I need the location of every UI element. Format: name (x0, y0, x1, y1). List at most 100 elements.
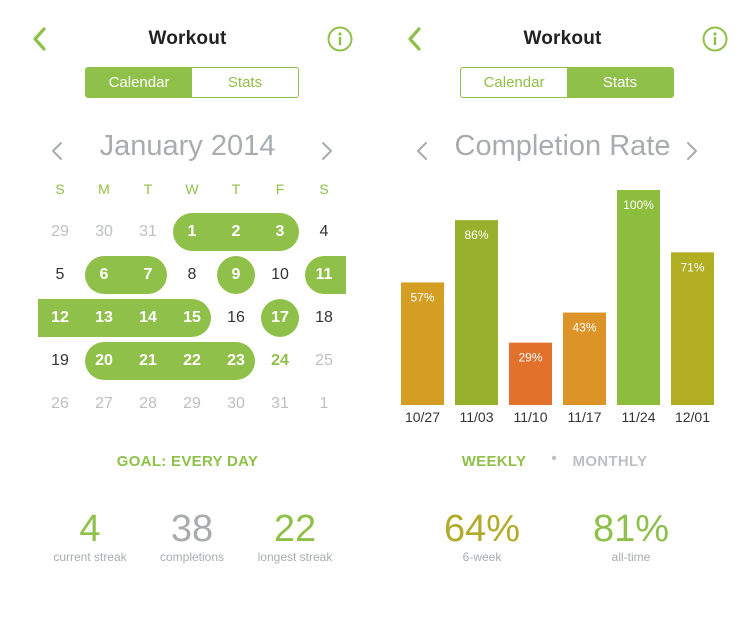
calendar-day[interactable]: 29 (183, 395, 201, 412)
bar-value-label: 43% (572, 321, 596, 335)
next-month-icon[interactable] (318, 138, 336, 164)
calendar-day[interactable]: 14 (139, 309, 157, 326)
calendar-day[interactable]: 17 (271, 309, 289, 326)
calendar-day[interactable]: 27 (95, 395, 113, 412)
calendar-day[interactable]: 28 (139, 395, 157, 412)
tab-calendar[interactable]: Calendar (483, 74, 545, 91)
calendar-day[interactable]: 13 (95, 309, 113, 326)
calendar-screen: Workout Calendar Stats January 2014 S M T W… (0, 26, 375, 564)
calendar-day[interactable]: 30 (227, 395, 245, 412)
calendar-day[interactable]: 10 (271, 266, 289, 283)
page-title: Workout (148, 28, 227, 49)
calendar-day[interactable]: 3 (275, 223, 285, 240)
bar[interactable] (401, 282, 444, 405)
completion-streak-pill (38, 299, 211, 337)
bar[interactable] (509, 342, 552, 405)
calendar-day[interactable]: 31 (139, 223, 157, 240)
calendar-day[interactable]: 9 (231, 266, 241, 283)
tab-stats[interactable]: Stats (227, 74, 263, 91)
stat-caption: completions (159, 550, 225, 564)
bar[interactable] (671, 252, 714, 405)
completion-streak-pill (85, 256, 167, 294)
bar-value-label: 57% (410, 290, 434, 304)
x-tick-label: 11/03 (460, 409, 494, 425)
previous-month-icon[interactable] (48, 138, 66, 164)
stat-caption: 6-week (462, 550, 502, 564)
calendar-day[interactable]: 18 (315, 309, 333, 326)
next-period-icon[interactable] (683, 138, 701, 164)
calendar-day[interactable]: 11 (315, 266, 333, 283)
info-icon[interactable] (327, 26, 353, 52)
stats-screen: Workout Calendar Stats Completion Rate 5… (375, 0, 750, 622)
calendar-day[interactable]: 2 (231, 223, 241, 240)
chart-title: Completion Rate (454, 130, 671, 162)
info-icon[interactable] (702, 26, 728, 52)
back-chevron-icon[interactable] (28, 26, 52, 52)
calendar-day[interactable]: 15 (183, 309, 201, 326)
page-title: Workout (523, 28, 602, 49)
calendar-day[interactable]: 19 (51, 352, 69, 369)
weekly-toggle[interactable]: WEEKLY (461, 453, 527, 470)
bar-value-label: 71% (680, 260, 704, 274)
calendar-day[interactable]: 7 (143, 266, 153, 283)
x-tick-label: 11/24 (622, 409, 656, 425)
calendar-day[interactable]: 12 (51, 309, 69, 326)
stat-caption: current streak (53, 550, 127, 564)
calendar-day[interactable]: 22 (183, 352, 201, 369)
bar[interactable] (455, 220, 498, 405)
bar-value-label: 29% (518, 351, 542, 365)
completion-streak-pill (85, 342, 255, 380)
bar[interactable] (563, 312, 606, 405)
calendar-day[interactable]: 5 (55, 266, 65, 283)
month-header: January 2014 (0, 130, 375, 170)
completion-streak-pill (217, 256, 255, 294)
x-tick-label: 11/10 (514, 409, 548, 425)
calendar-day[interactable]: 23 (227, 352, 245, 369)
bar[interactable] (617, 190, 660, 405)
stat-caption: all-time (611, 550, 651, 564)
back-chevron-icon[interactable] (403, 26, 427, 52)
calendar-day[interactable]: 1 (319, 395, 329, 412)
calendar-day[interactable]: 29 (51, 223, 69, 240)
weekday-label: M (98, 181, 110, 197)
stat-value: 81% (592, 508, 670, 550)
calendar-day[interactable]: 4 (319, 223, 329, 240)
previous-period-icon[interactable] (413, 138, 431, 164)
x-tick-label: 11/17 (568, 409, 602, 425)
calendar-day[interactable]: 16 (227, 309, 245, 326)
calendar-day[interactable]: 31 (271, 395, 289, 412)
weekday-label: T (143, 181, 153, 197)
stat-value: 4 (79, 508, 101, 550)
stat-value: 38 (170, 508, 214, 550)
view-segmented-control: Calendar Stats (85, 67, 299, 98)
month-title: January 2014 (99, 130, 276, 162)
calendar-day[interactable]: 20 (95, 352, 113, 369)
weekday-label: F (275, 181, 285, 197)
stat-value: 22 (273, 508, 317, 550)
stat-value: 64% (443, 508, 521, 550)
bar-value-label: 86% (464, 228, 488, 242)
calendar-day[interactable]: 26 (51, 395, 69, 412)
monthly-toggle[interactable]: MONTHLY (572, 453, 648, 470)
calendar-day[interactable]: 1 (187, 223, 197, 240)
calendar-day[interactable]: 6 (99, 266, 109, 283)
tab-stats[interactable]: Stats (567, 68, 673, 97)
chart-header: Completion Rate (375, 130, 750, 170)
calendar-day[interactable]: 24 (271, 352, 289, 369)
completion-rate-chart: 57% 10/27 86% 11/03 29% 11/10 43% 11/17 100% 11/2… (401, 190, 714, 425)
calendar-day[interactable]: 8 (187, 266, 197, 283)
goal-label: GOAL: EVERY DAY (116, 453, 259, 470)
weekday-label: S (319, 181, 329, 197)
stat-caption: longest streak (257, 550, 333, 564)
weekday-label: T (231, 181, 241, 197)
completion-streak-pill (261, 299, 299, 337)
completion-streak-pill (173, 213, 299, 251)
calendar-day[interactable]: 21 (139, 352, 157, 369)
calendar-day[interactable]: 25 (315, 352, 333, 369)
weekday-label: S (55, 181, 65, 197)
calendar-day[interactable]: 30 (95, 223, 113, 240)
tab-calendar[interactable]: Calendar (86, 68, 192, 97)
bar-value-label: 100% (623, 198, 654, 212)
x-tick-label: 10/27 (405, 409, 440, 425)
completion-streak-pill (305, 256, 346, 294)
